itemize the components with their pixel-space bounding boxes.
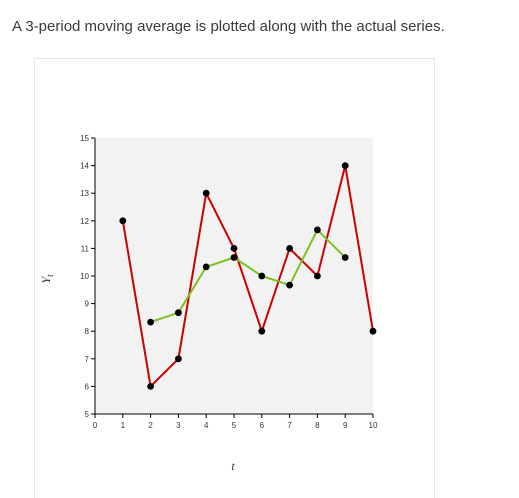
- x-tick-label-6: 6: [260, 421, 265, 430]
- series-0-point-7: [286, 245, 293, 252]
- y-tick-label-9: 9: [85, 300, 90, 309]
- series-1-point-4: [202, 263, 210, 271]
- y-tick-label-15: 15: [80, 134, 89, 143]
- series-line-0: [121, 164, 374, 388]
- series-1-point-3: [175, 309, 182, 317]
- series-1-point-6: [258, 272, 266, 280]
- series-layer: [119, 162, 377, 390]
- y-axis-title-main: Y: [39, 276, 53, 284]
- series-0-point-3: [175, 355, 182, 363]
- x-tick-label-9: 9: [343, 421, 348, 430]
- chart-frame: [34, 58, 435, 498]
- x-tick-label-8: 8: [315, 421, 320, 430]
- series-0-point-8: [314, 272, 321, 280]
- x-tick-label-4: 4: [204, 421, 209, 430]
- x-tick-label-2: 2: [148, 421, 153, 430]
- x-tick-label-1: 1: [121, 421, 126, 430]
- series-0-point-9: [341, 162, 349, 170]
- series-0-point-2: [147, 383, 155, 390]
- series-0-point-6: [258, 327, 266, 335]
- caption: A 3-period moving average is plotted alo…: [12, 18, 445, 35]
- y-tick-label-13: 13: [80, 189, 89, 198]
- y-tick-label-7: 7: [85, 355, 90, 364]
- y-axis-title: Yt: [39, 274, 55, 284]
- x-tick-label-3: 3: [176, 421, 181, 430]
- plot-area: [95, 138, 373, 414]
- series-0-point-10: [369, 327, 377, 335]
- series-0-point-1: [119, 217, 127, 225]
- series-1-point-8: [314, 226, 321, 234]
- x-axis-title: t: [231, 459, 235, 473]
- series-1-point-2: [147, 318, 155, 326]
- series-1-point-5: [230, 254, 238, 261]
- y-tick-label-11: 11: [81, 244, 90, 253]
- x-tick-label-7: 7: [287, 421, 292, 430]
- y-tick-label-5: 5: [85, 410, 90, 419]
- series-line-1: [150, 228, 346, 324]
- y-tick-label-14: 14: [80, 162, 89, 171]
- y-tick-label-10: 10: [80, 272, 89, 281]
- x-tick-label-10: 10: [369, 421, 378, 430]
- series-1-point-7: [286, 281, 293, 289]
- series-0-point-5: [230, 245, 238, 252]
- series-0-point-4: [202, 189, 210, 197]
- y-axis-title-sub: t: [45, 274, 55, 277]
- series-1-point-9: [341, 254, 349, 261]
- x-tick-label-5: 5: [232, 421, 237, 430]
- y-tick-label-8: 8: [85, 327, 90, 336]
- y-tick-label-12: 12: [80, 217, 89, 226]
- x-tick-label-0: 0: [93, 421, 98, 430]
- y-tick-label-6: 6: [85, 382, 90, 391]
